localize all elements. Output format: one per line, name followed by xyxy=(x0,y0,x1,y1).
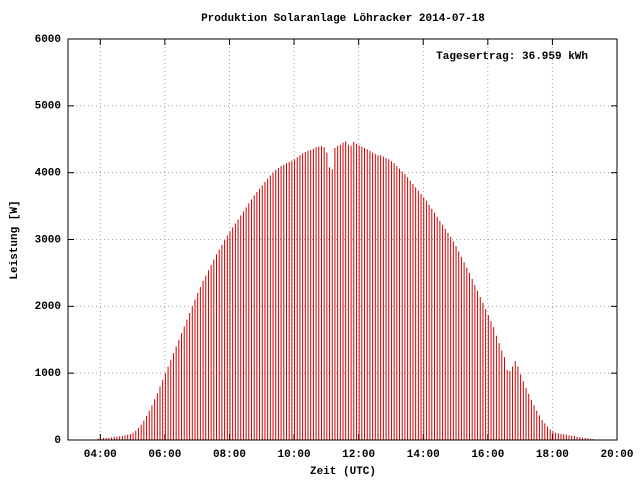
annotation: Tagesertrag: 36.959 kWh xyxy=(436,51,588,63)
x-tick-label: 14:00 xyxy=(407,449,440,461)
y-tick-label: 1000 xyxy=(35,368,61,380)
y-axis-label: Leistung [W] xyxy=(9,200,21,279)
x-tick-label: 20:00 xyxy=(600,449,633,461)
y-tick-label: 4000 xyxy=(35,168,61,180)
x-tick-label: 12:00 xyxy=(342,449,375,461)
x-tick-label: 10:00 xyxy=(278,449,311,461)
x-tick-label: 04:00 xyxy=(84,449,117,461)
plot-frame xyxy=(67,38,618,441)
x-tick-label: 06:00 xyxy=(148,449,181,461)
y-tick-label: 3000 xyxy=(35,234,61,246)
x-tick-label: 08:00 xyxy=(213,449,246,461)
y-tick-label: 5000 xyxy=(35,101,61,113)
x-axis-label: Zeit (UTC) xyxy=(310,466,376,478)
y-tick-label: 6000 xyxy=(35,34,61,46)
y-tick-label: 0 xyxy=(54,435,61,447)
chart-title: Produktion Solaranlage Löhracker 2014-07… xyxy=(201,13,485,25)
x-tick-label: 16:00 xyxy=(471,449,504,461)
y-tick-label: 2000 xyxy=(35,301,61,313)
x-tick-label: 18:00 xyxy=(536,449,569,461)
